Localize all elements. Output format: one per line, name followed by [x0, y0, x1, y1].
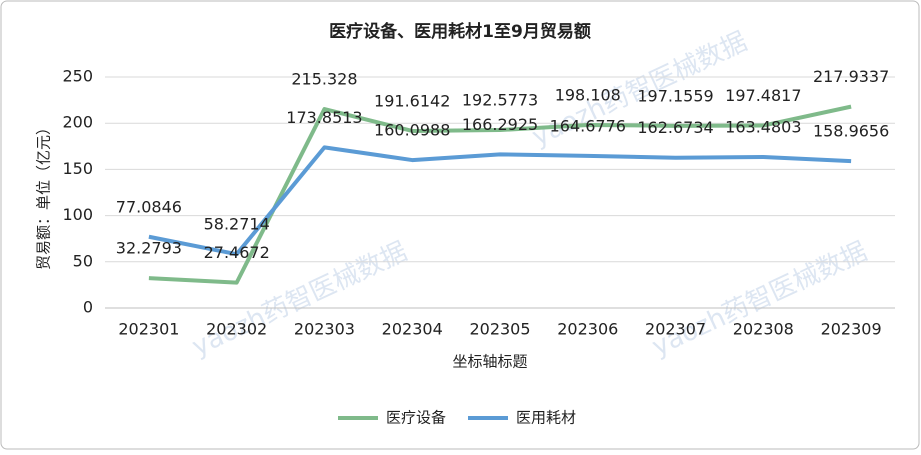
data-label: 58.2714 [204, 215, 270, 234]
x-tick-label: 202302 [206, 320, 267, 339]
data-label: 197.4817 [725, 86, 801, 105]
x-tick-label: 202306 [557, 320, 618, 339]
y-tick-label: 200 [62, 113, 93, 132]
x-tick-label: 202309 [821, 320, 882, 339]
data-label: 158.9656 [813, 122, 889, 141]
legend-label: 医疗设备 [386, 409, 446, 427]
data-label: 192.5773 [462, 91, 538, 110]
data-label: 77.0846 [116, 197, 182, 216]
data-label: 166.2925 [462, 115, 538, 134]
data-label: 163.4803 [725, 117, 801, 136]
data-label: 217.9337 [813, 67, 889, 86]
y-tick-label: 50 [73, 251, 93, 270]
x-tick-label: 202301 [118, 320, 179, 339]
y-tick-label: 0 [83, 298, 93, 317]
data-label: 191.6142 [374, 91, 450, 110]
data-label: 32.2793 [116, 239, 182, 258]
y-tick-label: 250 [62, 67, 93, 86]
x-tick-label: 202304 [382, 320, 443, 339]
y-tick-label: 100 [62, 205, 93, 224]
data-label: 27.4672 [204, 243, 270, 262]
data-label: 173.8513 [286, 108, 362, 127]
data-label: 160.0988 [374, 121, 450, 140]
x-tick-label: 202308 [733, 320, 794, 339]
data-label: 197.1559 [637, 86, 713, 105]
legend-label: 医用耗材 [516, 409, 576, 427]
y-axis-title: 贸易额：单位（亿元） [35, 120, 53, 270]
x-tick-label: 202307 [645, 320, 706, 339]
x-tick-label: 202305 [469, 320, 530, 339]
data-label: 164.6776 [550, 116, 626, 135]
y-tick-label: 150 [62, 159, 93, 178]
series-line [148, 145, 852, 257]
x-tick-label: 202303 [294, 320, 355, 339]
data-label: 215.328 [291, 70, 357, 89]
chart-title: 医疗设备、医用耗材1至9月贸易额 [329, 21, 591, 42]
data-label: 198.108 [555, 85, 621, 104]
series-line [148, 104, 852, 285]
data-label: 162.6734 [637, 118, 713, 137]
x-axis-title: 坐标轴标题 [452, 353, 527, 371]
